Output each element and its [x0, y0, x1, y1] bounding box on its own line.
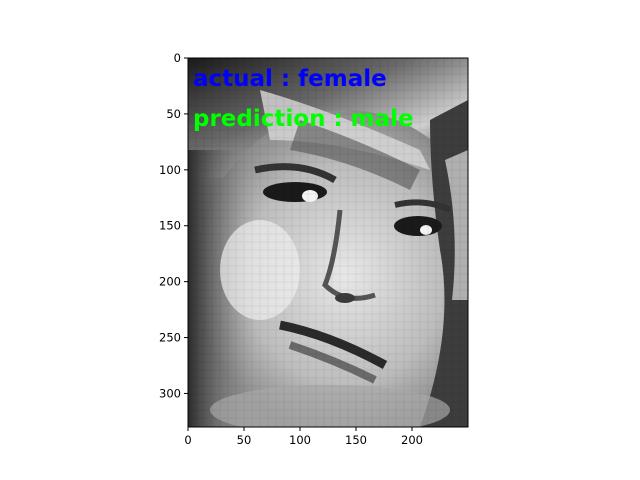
y-tick-label: 100 — [159, 163, 181, 177]
y-tick-label: 50 — [166, 107, 181, 121]
y-tick-label: 200 — [159, 275, 181, 289]
x-tick-label: 50 — [237, 433, 252, 447]
prediction-label: prediction : male — [193, 106, 414, 132]
x-tick-label: 100 — [289, 433, 311, 447]
face-image — [188, 58, 468, 427]
actual-label: actual : female — [193, 66, 387, 92]
y-tick-label: 250 — [159, 331, 181, 345]
y-tick-label: 150 — [159, 219, 181, 233]
y-axis: 0 50 100 150 200 250 300 — [159, 51, 188, 400]
y-tick-label: 300 — [159, 386, 181, 400]
y-tick-label: 0 — [174, 51, 181, 65]
x-tick-label: 0 — [184, 433, 191, 447]
x-tick-label: 150 — [345, 433, 367, 447]
x-tick-label: 200 — [401, 433, 423, 447]
x-axis: 0 50 100 150 200 — [184, 427, 423, 447]
axes-frame — [187, 57, 469, 428]
